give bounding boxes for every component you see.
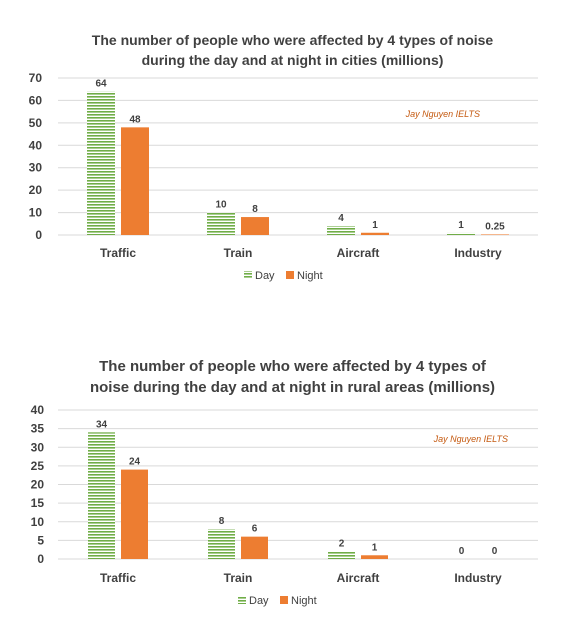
y-tick-label: 10 <box>31 515 45 529</box>
chart-cities-plot: 0 10 20 30 40 50 60 70 64 48 Traffic 10 8 Train 4 1 Airc… <box>29 71 538 282</box>
y-tick-label: 20 <box>29 183 43 197</box>
y-tick-label: 25 <box>31 459 45 473</box>
bar-night-traffic <box>121 127 149 235</box>
watermark: Jay Nguyen IELTS <box>405 109 480 119</box>
chart-title-line-2: during the day and at night in cities (m… <box>141 52 444 68</box>
data-label: 48 <box>129 114 141 125</box>
bar-night-traffic <box>121 469 148 559</box>
data-label: 6 <box>252 524 258 535</box>
data-label: 24 <box>129 457 141 468</box>
category-label: Train <box>224 571 253 585</box>
category-label: Train <box>224 246 253 260</box>
data-label: 10 <box>215 200 227 211</box>
bar-day-traffic <box>88 432 115 559</box>
category-label: Aircraft <box>337 571 380 585</box>
y-tick-label: 60 <box>29 93 43 107</box>
legend-night-label: Night <box>297 270 323 282</box>
bar-day-aircraft <box>328 551 355 559</box>
legend-night-label: Night <box>291 595 317 607</box>
watermark: Jay Nguyen IELTS <box>433 434 508 444</box>
chart-title-rural: The number of people who were affected b… <box>0 356 585 398</box>
category-label: Industry <box>454 571 502 585</box>
data-label: 4 <box>338 213 344 224</box>
bar-day-train <box>207 212 235 235</box>
y-tick-label: 30 <box>29 161 43 175</box>
chart-title-cities: The number of people who were affected b… <box>0 30 585 70</box>
y-tick-label: 40 <box>29 138 43 152</box>
category-label: Traffic <box>100 246 136 260</box>
data-label: 2 <box>339 539 345 550</box>
y-tick-label: 20 <box>31 478 45 492</box>
bar-night-train <box>241 536 268 559</box>
data-label: 8 <box>252 204 258 215</box>
legend-night-swatch <box>286 271 294 279</box>
chart-cities: The number of people who were affected b… <box>0 0 585 290</box>
y-tick-label: 70 <box>29 71 43 85</box>
legend-day-label: Day <box>249 595 269 607</box>
bar-day-industry <box>447 232 475 235</box>
y-tick-label: 5 <box>37 533 44 547</box>
legend-day-label: Day <box>255 270 275 282</box>
bar-night-aircraft <box>361 555 388 559</box>
y-tick-label: 35 <box>31 422 45 436</box>
data-label: 1 <box>372 220 378 231</box>
chart-title-line-1: The number of people who were affected b… <box>99 358 486 375</box>
y-tick-label: 0 <box>37 552 44 566</box>
data-label: 1 <box>372 542 378 553</box>
bar-day-aircraft <box>327 226 355 235</box>
data-label: 64 <box>95 78 107 89</box>
data-label: 34 <box>96 419 108 430</box>
data-label: 1 <box>458 220 464 231</box>
y-tick-label: 30 <box>31 440 45 454</box>
bar-night-train <box>241 217 269 235</box>
legend-day-swatch <box>238 596 246 604</box>
chart-title-line-2: noise during the day and at night in rur… <box>89 379 496 396</box>
y-tick-label: 50 <box>29 116 43 130</box>
bar-night-aircraft <box>361 232 389 235</box>
data-label: 0 <box>492 546 498 557</box>
bar-day-train <box>208 529 235 559</box>
category-label: Industry <box>454 246 502 260</box>
legend-night-swatch <box>280 596 288 604</box>
legend-day-swatch <box>244 271 252 279</box>
data-label: 0 <box>459 546 465 557</box>
category-label: Traffic <box>100 571 136 585</box>
y-tick-label: 10 <box>29 206 43 220</box>
data-label: 0.25 <box>485 221 505 232</box>
bar-day-traffic <box>87 91 115 235</box>
bar-night-industry <box>481 234 509 235</box>
y-tick-label: 15 <box>31 496 45 510</box>
chart-title-line-1: The number of people who were affected b… <box>91 32 494 48</box>
data-label: 8 <box>219 516 225 527</box>
y-tick-label: 0 <box>35 228 42 242</box>
category-label: Aircraft <box>337 246 380 260</box>
y-tick-label: 40 <box>31 403 45 417</box>
